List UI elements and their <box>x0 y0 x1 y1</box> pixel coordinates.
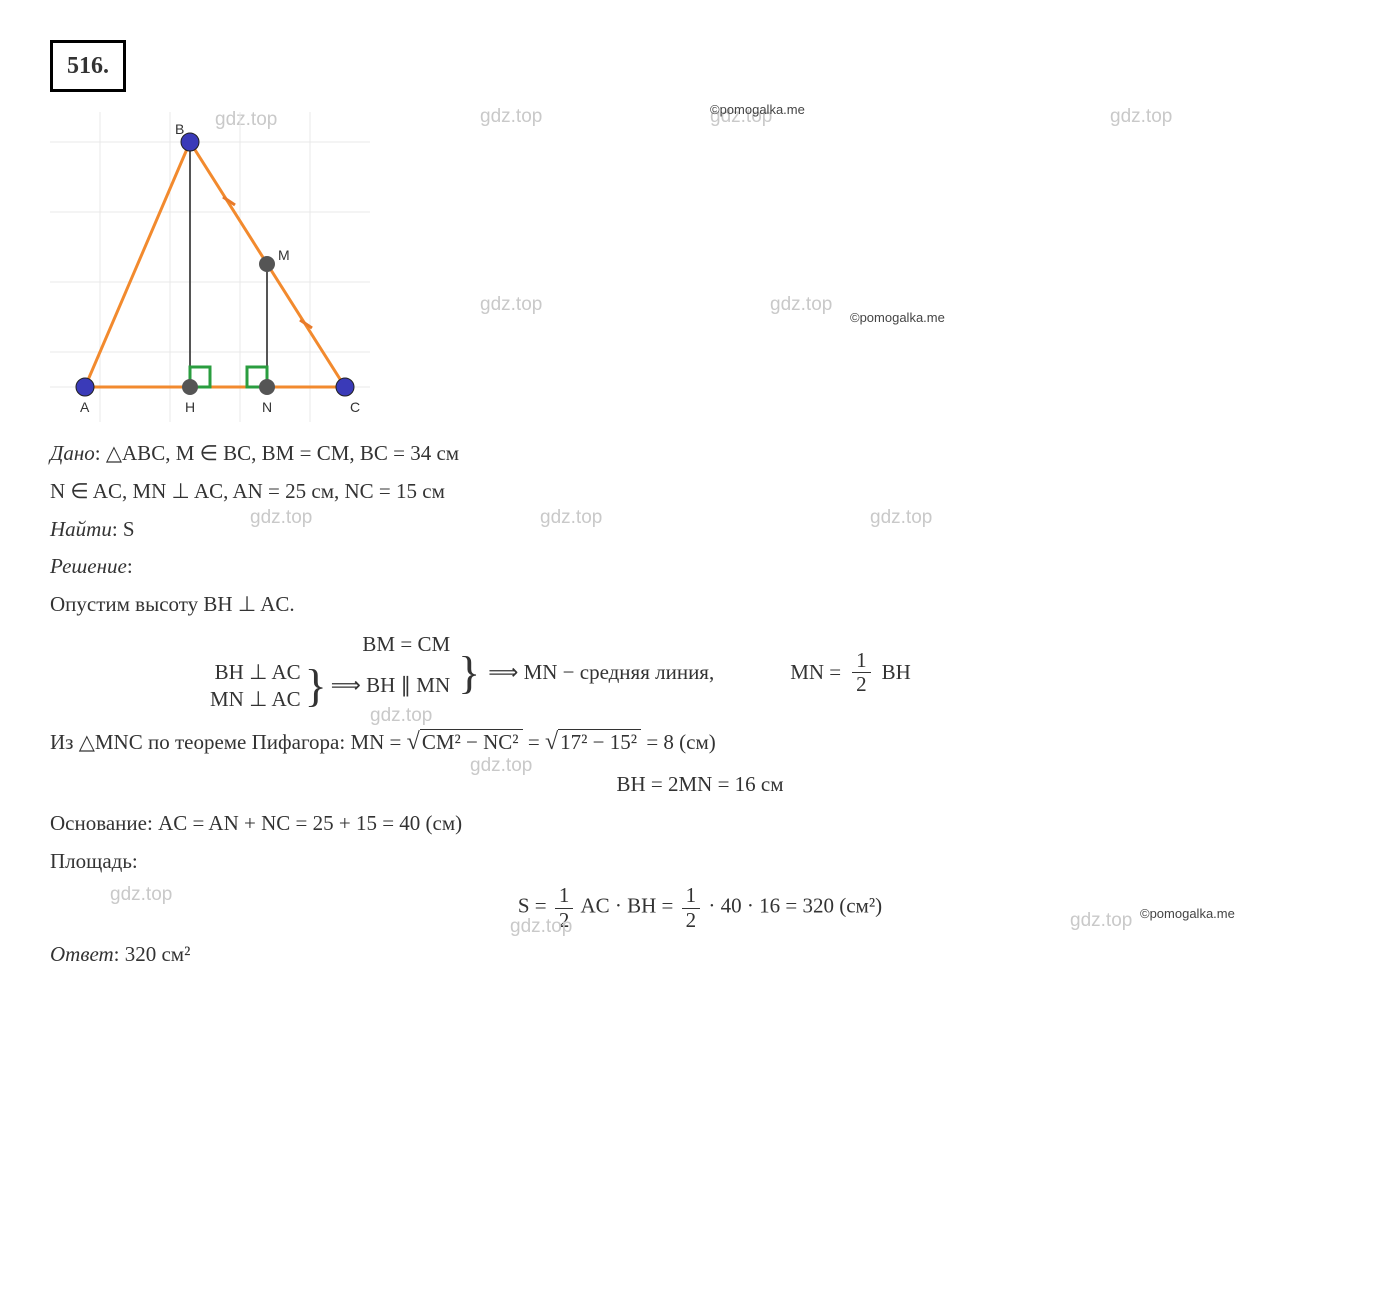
solution-label-line: Решение: <box>50 550 1350 584</box>
given-label: Дано <box>50 441 95 465</box>
geometry-diagram: A B C M N H <box>50 112 370 422</box>
area-mid2: · 40 · 16 = 320 (см²) <box>708 894 882 918</box>
derivation-block: BM = CM BH ⊥ AC MN ⊥ AC } ⟹ BH ∥ MN } ⟹ … <box>50 631 1350 713</box>
frac-num: 1 <box>682 884 701 908</box>
watermark-gdz: gdz.top <box>710 102 772 132</box>
watermark-pom: ©pomogalka.me <box>850 308 945 329</box>
step1-text: Опустим высоту BH ⊥ AC. <box>50 592 295 616</box>
step5-label: Площадь: <box>50 849 138 873</box>
watermark-pom: ©pomogalka.me <box>710 100 805 121</box>
area-mid1: AC · BH = <box>580 894 673 918</box>
solution-step-1: Опустим высоту BH ⊥ AC. <box>50 588 1350 622</box>
deriv-l3: MN ⊥ AC <box>210 686 301 713</box>
answer-value: : 320 см² <box>114 942 191 966</box>
solution-label: Решение <box>50 554 127 578</box>
area-equation: S = 1 2 AC · BH = 1 2 · 40 · 16 = 320 (с… <box>50 884 1350 931</box>
watermark-gdz: gdz.top <box>1070 906 1132 936</box>
problem-number-box: 516. <box>50 40 126 92</box>
sqrt-icon: √ <box>407 729 420 755</box>
frac-den: 2 <box>852 673 871 696</box>
solution-colon: : <box>127 554 133 578</box>
answer-line: Ответ: 320 см² <box>50 938 1350 972</box>
step2-eq: = <box>528 730 545 754</box>
find-line: Найти: S <box>50 513 1350 547</box>
page: 516. gdz.top gdz.top gdz.top ©pomogalka.… <box>50 40 1350 971</box>
deriv-l2: BH ⊥ AC <box>215 659 301 686</box>
step4-text: Основание: AC = AN + NC = 25 + 15 = 40 (… <box>50 811 462 835</box>
frac-num: 1 <box>852 649 871 673</box>
find-label: Найти <box>50 517 112 541</box>
svg-text:H: H <box>185 399 195 415</box>
area-prefix: S = <box>518 894 547 918</box>
given-line-1: Дано: △ABC, M ∈ BC, BM = CM, BC = 34 см <box>50 437 1350 471</box>
triangle-svg: A B C M N H <box>50 112 370 422</box>
fraction: 1 2 <box>852 649 871 696</box>
given-text-1: : △ABC, M ∈ BC, BM = CM, BC = 34 см <box>95 441 459 465</box>
watermark-gdz: gdz.top <box>1110 102 1172 132</box>
svg-text:M: M <box>278 247 290 263</box>
problem-number: 516. <box>67 53 109 79</box>
given-line-2: N ∈ AC, MN ⊥ AC, AN = 25 см, NC = 15 см … <box>50 475 1350 509</box>
step3-text: BH = 2MN = 16 см <box>616 772 783 796</box>
frac-num: 1 <box>555 884 574 908</box>
watermark-gdz: gdz.top <box>770 290 832 320</box>
deriv-r2-prefix: MN = <box>790 656 841 690</box>
sqrt-content-1: CM² − NC² <box>420 729 523 754</box>
svg-text:C: C <box>350 399 360 415</box>
given-text-2: N ∈ AC, MN ⊥ AC, AN = 25 см, NC = 15 см <box>50 479 445 503</box>
brace-icon: } <box>305 665 327 706</box>
step2-end: = 8 (см) <box>646 730 715 754</box>
solution-step-4: Основание: AC = AN + NC = 25 + 15 = 40 (… <box>50 807 1350 841</box>
solution-step-5-label: Площадь: gdz.top <box>50 845 1350 879</box>
svg-text:N: N <box>262 399 272 415</box>
solution-step-2: Из △MNC по теореме Пифагора: MN = √CM² −… <box>50 723 1350 761</box>
svg-text:A: A <box>80 399 90 415</box>
watermark-pom: ©pomogalka.me <box>1140 904 1235 925</box>
deriv-r1: ⟹ MN − средняя линия, <box>488 656 714 690</box>
frac-den: 2 <box>555 909 574 932</box>
find-value: : S <box>112 517 135 541</box>
brace-icon: } <box>458 652 480 693</box>
sqrt-content-2: 17² − 15² <box>558 729 641 754</box>
deriv-mid: ⟹ BH ∥ MN <box>331 672 450 699</box>
solution-step-3: BH = 2MN = 16 см <box>50 768 1350 802</box>
step2-prefix: Из △MNC по теореме Пифагора: MN = <box>50 730 407 754</box>
answer-label: Ответ <box>50 942 114 966</box>
watermark-gdz: gdz.top <box>480 290 542 320</box>
fraction: 1 2 <box>555 884 574 931</box>
svg-text:B: B <box>175 121 184 137</box>
deriv-l1: BM = CM <box>362 631 450 658</box>
frac-den: 2 <box>682 909 701 932</box>
deriv-left-column: BM = CM BH ⊥ AC MN ⊥ AC } ⟹ BH ∥ MN <box>210 631 450 713</box>
deriv-r2-suffix: BH <box>882 656 911 690</box>
watermark-gdz: gdz.top <box>480 102 542 132</box>
sqrt-icon: √ <box>545 729 558 755</box>
fraction: 1 2 <box>682 884 701 931</box>
